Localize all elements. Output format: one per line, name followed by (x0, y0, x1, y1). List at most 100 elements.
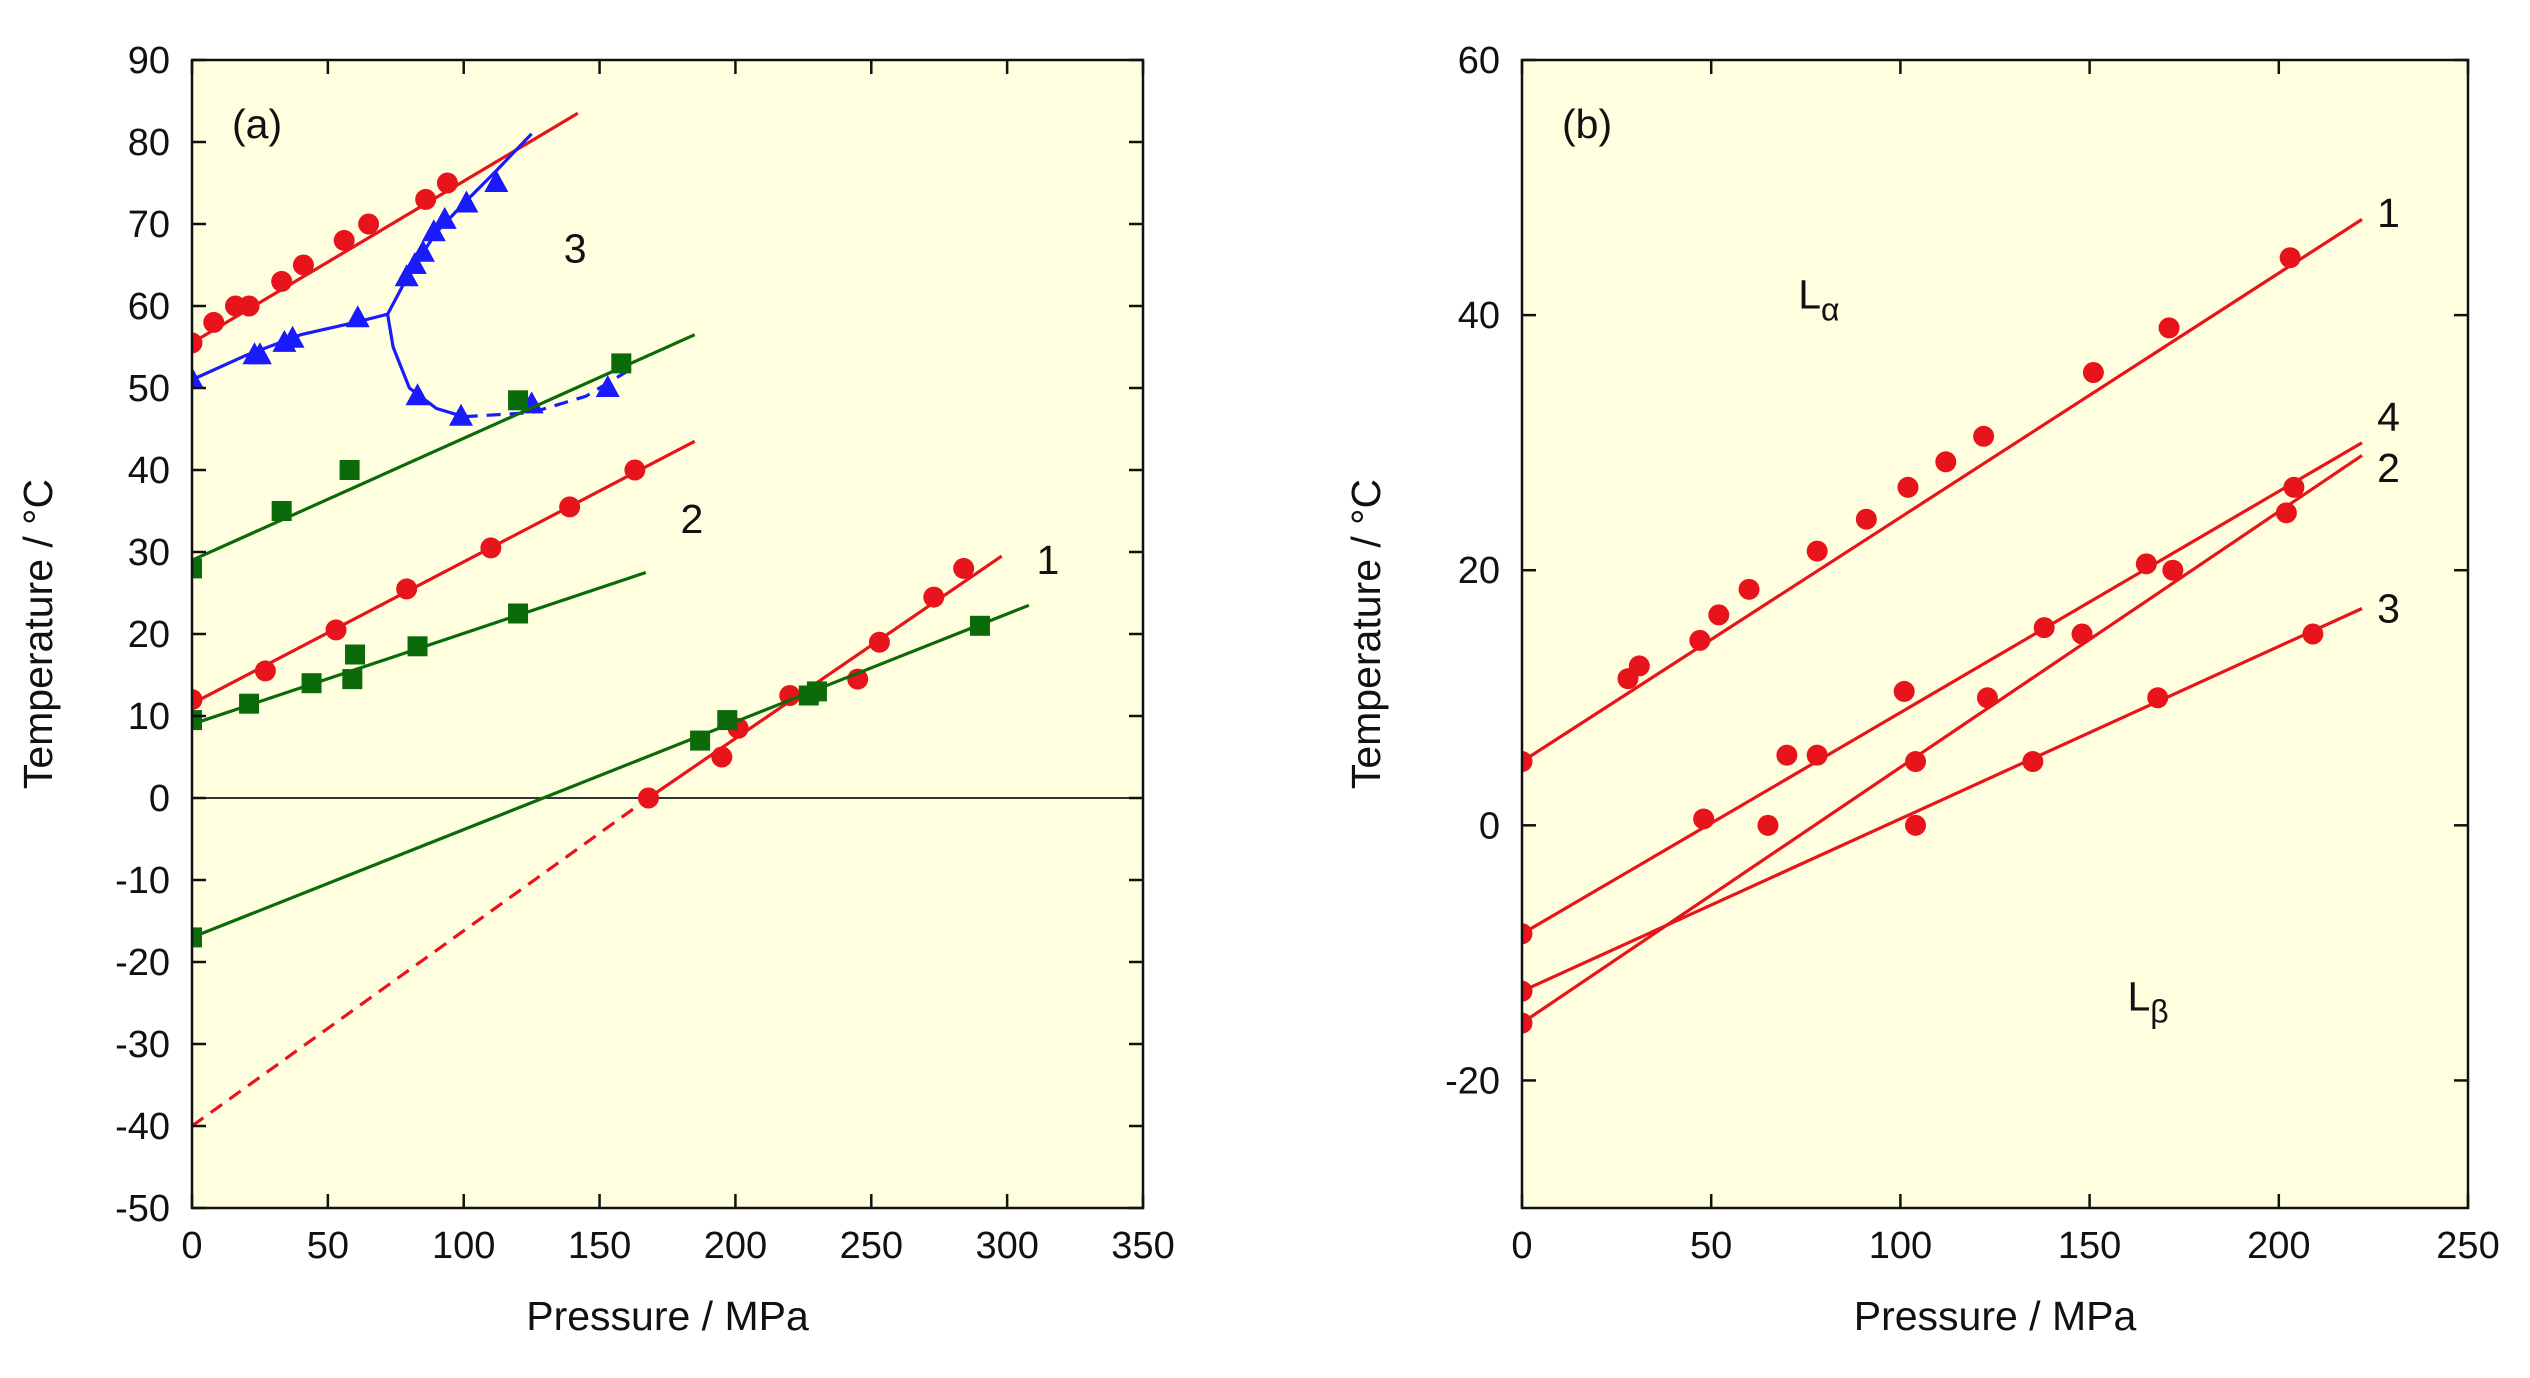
data-point-circle (238, 295, 260, 317)
data-point-circle (2135, 553, 2157, 575)
data-point-circle (333, 229, 355, 251)
data-point-square (192, 710, 202, 731)
data-point-circle (1893, 680, 1915, 702)
y-tick-label: 90 (128, 40, 170, 82)
x-tick-label: 250 (840, 1225, 903, 1267)
data-point-circle (1689, 629, 1711, 651)
data-point-square (239, 693, 260, 714)
y-tick-label: -20 (115, 942, 170, 984)
data-point-triangle (432, 206, 457, 229)
panel-label: (a) (232, 101, 282, 147)
data-point-square (611, 353, 632, 374)
y-tick-label: 0 (1479, 805, 1500, 847)
data-point-triangle (192, 366, 204, 389)
curve-label: 4 (2377, 394, 2400, 440)
panel-a: 0 50 100 150 200 250 300 350-50-40-30-20-100102… (15, 40, 1175, 1339)
data-point-circle (2279, 247, 2301, 269)
series-line (1522, 218, 2363, 763)
data-point-triangle (405, 383, 430, 406)
data-point-circle (2158, 317, 2180, 339)
plot-frame (1520, 58, 2470, 1210)
x-tick-label: 200 (704, 1225, 767, 1267)
y-tick-label: -10 (115, 860, 170, 902)
panel-label: (b) (1562, 101, 1612, 147)
data-point-circle (325, 619, 347, 641)
phase-label: Lα (1798, 272, 1839, 328)
series-line-branch (386, 313, 465, 419)
data-point-triangle (421, 219, 446, 242)
data-point-circle (1973, 425, 1995, 447)
data-point-square (301, 673, 322, 694)
series-line (192, 333, 696, 562)
data-point-triangle (394, 264, 419, 287)
data-point-circle (637, 787, 659, 809)
phase-label: Lβ (2127, 973, 2168, 1029)
phase-label-base: L (2127, 973, 2150, 1019)
y-tick-label: 0 (149, 778, 170, 820)
x-tick-label: 50 (1690, 1225, 1732, 1267)
data-point-circle (192, 689, 203, 711)
data-point-circle (1757, 814, 1779, 836)
y-tick-label: 60 (1458, 40, 1500, 82)
data-point-circle (1708, 604, 1730, 626)
data-point-circle (624, 459, 646, 481)
series-7 (192, 603, 1030, 948)
series-4 (1522, 607, 2363, 1002)
x-tick-label: 200 (2247, 1225, 2310, 1267)
data-point-circle (868, 631, 890, 653)
curve-label: 3 (2377, 585, 2400, 631)
curve-label: 1 (2377, 190, 2400, 236)
data-point-triangle (402, 252, 427, 274)
data-point-triangle (280, 325, 305, 348)
data-point-square (407, 636, 428, 657)
plot-area (1522, 218, 2363, 1034)
data-point-triangle (247, 342, 272, 365)
x-tick-label: 0 (1511, 1225, 1532, 1267)
x-tick-label: 250 (2436, 1225, 2499, 1267)
series-line-dashed (192, 796, 650, 1128)
data-point-circle (2022, 751, 2044, 773)
y-tick-label: -30 (115, 1024, 170, 1066)
data-point-circle (1935, 451, 1957, 473)
data-point-circle (1905, 751, 1927, 773)
curve-label: 2 (681, 496, 704, 542)
data-point-circle (953, 557, 975, 579)
data-point-square (508, 390, 529, 411)
data-point-circle (2275, 502, 2297, 524)
y-tick-label: -20 (1445, 1060, 1500, 1102)
data-point-circle (2033, 617, 2055, 639)
y-tick-label: 20 (1458, 550, 1500, 592)
plot-area (192, 111, 1143, 1128)
data-point-circle (1522, 751, 1533, 773)
y-tick-label: 50 (128, 368, 170, 410)
data-point-circle (292, 254, 314, 276)
data-point-circle (396, 578, 418, 600)
data-point-circle (358, 213, 380, 235)
data-point-circle (1905, 814, 1927, 836)
series-1 (192, 111, 579, 354)
data-point-square (345, 644, 366, 665)
data-point-circle (2162, 559, 2184, 581)
data-point-circle (415, 188, 437, 210)
x-tick-label: 0 (181, 1225, 202, 1267)
y-tick-label: 30 (128, 532, 170, 574)
data-point-circle (2302, 623, 2324, 645)
curve-label: 3 (564, 226, 587, 272)
x-tick-label: 150 (568, 1225, 631, 1267)
data-point-triangle (484, 170, 509, 192)
series-2 (192, 132, 628, 426)
data-point-triangle (410, 239, 435, 262)
series-5 (192, 570, 647, 731)
data-point-square (342, 669, 363, 690)
data-point-circle (1806, 744, 1828, 766)
data-point-triangle (345, 305, 370, 328)
x-tick-label: 100 (1869, 1225, 1932, 1267)
y-axis-label: Temperature / °C (1343, 479, 1389, 789)
x-axis-label: Pressure / MPa (1854, 1293, 2137, 1339)
y-tick-label: 40 (128, 450, 170, 492)
data-point-circle (1628, 655, 1650, 677)
data-point-triangle (454, 190, 479, 213)
curve-label: 1 (1036, 537, 1059, 583)
data-point-circle (923, 586, 945, 608)
